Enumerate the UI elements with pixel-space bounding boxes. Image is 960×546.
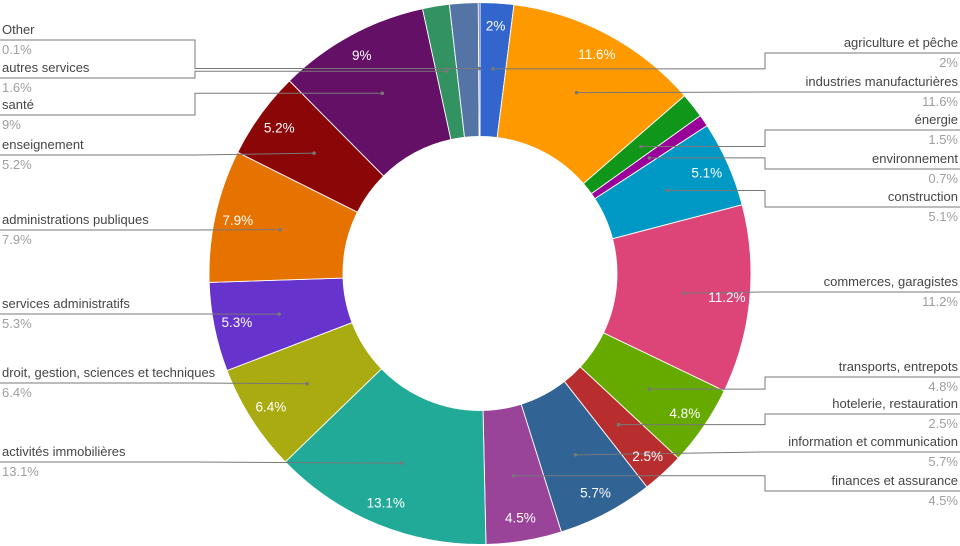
legend-value-administrations-publiques: 7.9% [2, 232, 32, 247]
legend-label-energie: énergie [914, 112, 958, 127]
leader-dot-environnement [647, 156, 652, 160]
slice-pct-label-information-et-communication: 5.7% [580, 485, 611, 500]
slices-group [208, 2, 752, 545]
legend-value-hotelerie-restauration: 2.5% [928, 416, 958, 431]
leader-line-transports-entrepots [649, 376, 960, 390]
slice-pct-label-transports-entrepots: 4.8% [669, 406, 700, 421]
leader-dot-information-et-communication [573, 453, 578, 457]
leader-dot-finances-et-assurance [511, 473, 516, 478]
leader-line-commerces-garagistes [684, 291, 960, 294]
legend-value-finances-et-assurance: 4.5% [928, 493, 958, 508]
leader-line-environnement [649, 157, 960, 170]
legend-label-enseignement: enseignement [2, 137, 84, 152]
slice-pct-label-finances-et-assurance: 4.5% [505, 511, 536, 526]
leader-line-hotelerie-restauration [618, 413, 960, 426]
legend-label-administrations-publiques: administrations publiques [2, 212, 149, 227]
leader-dot-enseignement [312, 151, 316, 155]
legend-value-other: 0.1% [2, 42, 32, 57]
leader-dot-activites-immobilieres [400, 461, 404, 465]
slice-pct-label-administrations-publiques: 7.9% [222, 213, 253, 228]
leader-line-sante [0, 92, 383, 116]
legend-value-energie: 1.5% [928, 132, 958, 147]
legend-label-agriculture-et-peche: agriculture et pêche [843, 35, 958, 50]
slice-pct-label-construction: 5.1% [691, 166, 722, 181]
legend-value-agriculture-et-peche: 2% [939, 55, 958, 70]
legend-value-droit-gestion-sciences-et-techniques: 6.4% [2, 385, 32, 400]
legend-label-other: Other [2, 22, 35, 37]
leader-line-droit-gestion-sciences-et-techniques [0, 382, 308, 385]
leader-dot-energie [639, 144, 643, 149]
leader-dot-other [477, 66, 482, 71]
legend-label-environnement: environnement [872, 151, 958, 166]
leader-dot-services-administratifs [277, 312, 281, 316]
slice-pct-label-industries-manufacturieres: 11.6% [578, 47, 615, 62]
legend-value-information-et-communication: 5.7% [928, 454, 958, 469]
slice-pct-label-sante: 9% [352, 48, 372, 63]
leader-dot-autres-services [444, 69, 449, 74]
leader-dot-construction [665, 188, 670, 193]
slice-pct-label-droit-gestion-sciences-et-techniques: 6.4% [256, 399, 287, 414]
leader-dot-sante [380, 91, 385, 96]
legend-value-environnement: 0.7% [928, 171, 958, 186]
leader-line-energie [640, 129, 960, 147]
legend-label-transports-entrepots: transports, entrepots [838, 359, 958, 374]
leader-line-industries-manufacturieres [576, 91, 960, 94]
leader-dot-administrations-publiques [277, 227, 282, 232]
leader-line-finances-et-assurance [513, 475, 960, 492]
legend-value-enseignement: 5.2% [2, 157, 32, 172]
legend-value-transports-entrepots: 4.8% [928, 379, 958, 394]
legend-value-autres-services: 1.6% [2, 80, 32, 95]
legend-label-information-et-communication: information et communication [788, 434, 958, 449]
leader-dot-agriculture-et-peche [491, 67, 495, 71]
slice-pct-label-commerces-garagistes: 11.2% [708, 290, 745, 305]
leader-line-information-et-communication [575, 451, 960, 456]
leader-line-agriculture-et-peche [492, 52, 960, 70]
legend-value-commerces-garagistes: 11.2% [922, 294, 958, 309]
legend-label-hotelerie-restauration: hotelerie, restauration [832, 396, 958, 411]
legend-label-commerces-garagistes: commerces, garagistes [823, 274, 958, 289]
legend-label-industries-manufacturieres: industries manufacturières [805, 74, 958, 89]
legend-label-droit-gestion-sciences-et-techniques: droit, gestion, sciences et techniques [2, 365, 216, 380]
legend-value-sante: 9% [2, 117, 21, 132]
leader-line-activites-immobilieres [0, 461, 403, 464]
leader-dot-droit-gestion-sciences-et-techniques [305, 381, 309, 386]
slice-pct-label-enseignement: 5.2% [264, 120, 295, 135]
legend-label-construction: construction [887, 189, 958, 204]
slice-percent-labels-group: 2% 11.6% 5.1% 11.2% 4.8% 2.5% 5.7% 4.5% 13.1% 6.4… [222, 18, 746, 525]
leader-dot-hotelerie-restauration [616, 422, 621, 427]
legend-value-construction: 5.1% [928, 209, 958, 224]
legend-label-autres-services: autres services [2, 60, 90, 75]
legend-label-finances-et-assurance: finances et assurance [831, 473, 958, 488]
legend-label-services-administratifs: services administratifs [2, 296, 130, 311]
legend-value-services-administratifs: 5.3% [2, 316, 32, 331]
slice-pct-label-services-administratifs: 5.3% [222, 315, 253, 330]
pie-slice-activites-immobilieres[interactable] [284, 368, 487, 545]
leader-line-enseignement [0, 152, 315, 156]
slice-pct-label-hotelerie-restauration: 2.5% [632, 449, 663, 464]
leader-dot-industries-manufacturieres [574, 90, 579, 95]
legend-value-activites-immobilieres: 13.1% [2, 464, 39, 479]
leader-dot-commerces-garagistes [682, 291, 686, 295]
leader-lines-group [0, 39, 960, 492]
leader-line-construction [667, 190, 960, 208]
legend-value-industries-manufacturieres: 11.6% [922, 94, 958, 109]
slice-pct-label-activites-immobilieres: 13.1% [367, 495, 405, 510]
leader-line-autres-services [0, 70, 447, 79]
leader-dot-transports-entrepots [647, 387, 652, 391]
slice-pct-label-agriculture-et-peche: 2% [486, 18, 506, 33]
legend-label-activites-immobilieres: activités immobilières [2, 444, 126, 459]
legend-label-sante: santé [2, 97, 34, 112]
leader-line-other [0, 39, 480, 70]
